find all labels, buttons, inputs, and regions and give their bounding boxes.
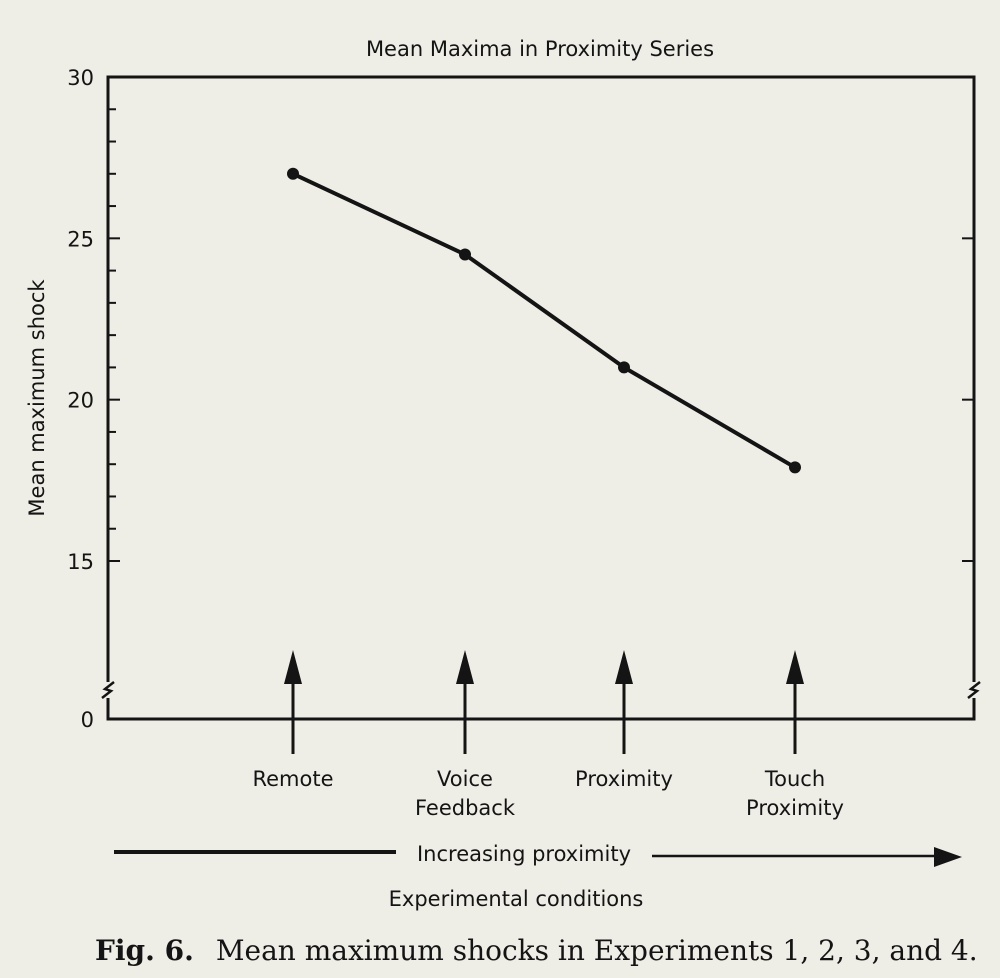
- y-tick-label: 30: [67, 66, 94, 90]
- y-tick-label: 15: [67, 550, 94, 574]
- figure-caption-text: Mean maximum shocks in Experiments 1, 2,…: [215, 934, 978, 967]
- chart-title: Mean Maxima in Proximity Series: [366, 37, 714, 61]
- data-series: [287, 167, 801, 474]
- proximity-arrow-head: [934, 847, 962, 867]
- y-axis-tick-labels: 0 15 20 25 30: [67, 66, 94, 732]
- data-point: [459, 248, 471, 261]
- y-axis-break-right: [967, 681, 981, 699]
- data-point: [287, 167, 299, 180]
- increasing-proximity-arrow: Increasing proximity: [114, 842, 962, 867]
- series-line: [292, 171, 797, 470]
- x-category-label: Remote: [252, 767, 333, 791]
- y-axis-ticks: [108, 76, 974, 562]
- proximity-arrow-label: Increasing proximity: [417, 842, 631, 866]
- y-axis-label: Mean maximum shock: [25, 279, 49, 517]
- condition-arrows: [284, 650, 804, 754]
- data-point: [618, 361, 630, 374]
- condition-arrow-head: [786, 650, 804, 684]
- x-category-label: Touch: [764, 767, 825, 791]
- data-point: [789, 461, 801, 474]
- y-tick-label: 20: [67, 389, 94, 413]
- figure-caption: Fig. 6. Mean maximum shocks in Experiment…: [95, 934, 978, 967]
- condition-arrow-head: [615, 650, 633, 684]
- y-axis-break-left: [101, 681, 115, 699]
- x-category-label: Voice: [437, 767, 493, 791]
- figure-caption-label: Fig. 6.: [95, 934, 194, 967]
- x-axis-label: Experimental conditions: [389, 887, 644, 911]
- condition-arrow-head: [284, 650, 302, 684]
- y-tick-label: 25: [67, 227, 94, 251]
- x-category-label: Proximity: [575, 767, 673, 791]
- y-axis-break-right-zigzag: [967, 681, 981, 699]
- condition-arrow-head: [456, 650, 474, 684]
- plot-frame: [106, 75, 976, 721]
- x-category-label: Proximity: [746, 796, 844, 820]
- y-axis-break-left-zigzag: [101, 681, 115, 699]
- x-category-labels: Remote Voice Feedback Proximity Touch Proximi…: [252, 767, 843, 820]
- y-tick-label: 0: [81, 708, 94, 732]
- x-category-label: Feedback: [415, 796, 516, 820]
